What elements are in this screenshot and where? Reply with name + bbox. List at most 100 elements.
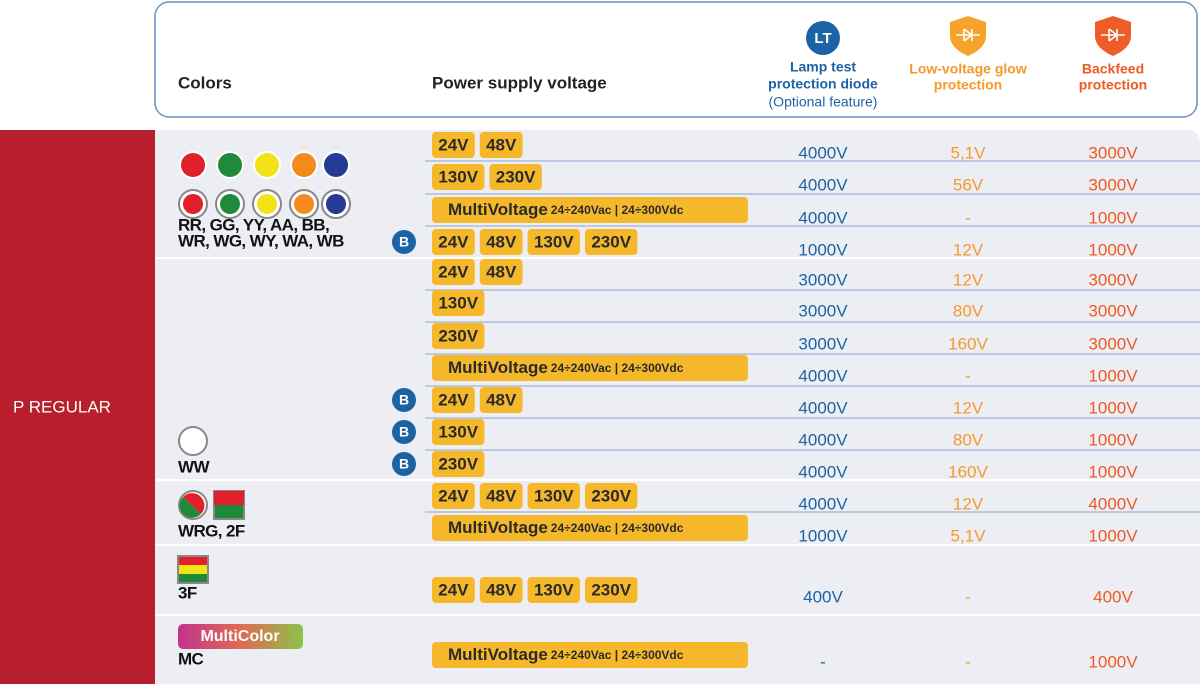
family-cell — [0, 130, 155, 684]
voltage-chip — [527, 483, 580, 509]
voltage-chip — [432, 483, 475, 509]
voltage-chip-text: 24V — [438, 135, 469, 154]
group-label: WW — [178, 457, 210, 476]
group-label: WR, WG, WY, WA, WB — [178, 231, 344, 250]
backfeed-value: 1000V — [1088, 366, 1138, 385]
glow-value: 80V — [953, 301, 984, 320]
voltage-chip — [432, 132, 475, 158]
voltage-chip — [432, 259, 475, 285]
voltage-chip — [527, 577, 580, 603]
backfeed-title: protection — [1079, 77, 1147, 93]
backfeed-value: 1000V — [1088, 462, 1138, 481]
voltage-header: Power supply voltage — [432, 73, 607, 92]
header-box — [154, 1, 1198, 118]
glow-value: 56V — [953, 175, 984, 194]
glow-value: - — [965, 366, 971, 385]
backfeed-value: 1000V — [1088, 430, 1138, 449]
glow-title: protection — [934, 77, 1002, 93]
voltage-chip — [432, 387, 475, 413]
voltage-chip-text: 24V — [438, 232, 469, 251]
voltage-chip — [432, 419, 485, 445]
multicolor-text: MultiColor — [200, 628, 279, 645]
lt-value: 4000V — [798, 494, 848, 513]
glow-value: - — [965, 587, 971, 606]
lt-value: 4000V — [798, 208, 848, 227]
voltage-chip-text: 48V — [486, 486, 517, 505]
voltage-chip-text: 24V — [438, 390, 469, 409]
glow-value: 5,1V — [951, 143, 987, 162]
backfeed-value: 3000V — [1088, 270, 1138, 289]
group-label: MC — [178, 649, 204, 668]
group-label: RR, GG, YY, AA, BB, — [178, 215, 329, 234]
voltage-chip-text: 230V — [438, 326, 478, 345]
voltage-chip-text: 48V — [486, 390, 517, 409]
badge — [392, 420, 416, 444]
lt-note: (Optional feature) — [769, 94, 878, 110]
backfeed-value: 4000V — [1088, 494, 1138, 513]
voltage-chip-text: 130V — [438, 167, 478, 186]
glow-value: 160V — [948, 462, 988, 481]
multivoltage-text: MultiVoltage 24÷240Vac | 24÷300Vdc — [448, 645, 684, 664]
backfeed-value: 1000V — [1088, 208, 1138, 227]
lt-value: 3000V — [798, 301, 848, 320]
voltage-chip — [432, 577, 475, 603]
multivoltage-text: MultiVoltage 24÷240Vac | 24÷300Vdc — [448, 200, 684, 219]
voltage-chip-text: 48V — [486, 135, 517, 154]
voltage-chip — [479, 259, 523, 285]
voltage-chip — [479, 387, 523, 413]
voltage-chip-text: 230V — [591, 580, 631, 599]
multivoltage-label: MultiVoltage — [448, 358, 548, 377]
glow-value: 12V — [953, 270, 984, 289]
voltage-chip-text: 48V — [486, 232, 517, 251]
backfeed-value: 3000V — [1088, 334, 1138, 353]
voltage-chip — [489, 164, 542, 190]
multivoltage-label: MultiVoltage — [448, 645, 548, 664]
multivoltage-label: MultiVoltage — [448, 200, 548, 219]
lt-value: 3000V — [798, 270, 848, 289]
badge — [392, 388, 416, 412]
lt-value: 3000V — [798, 334, 848, 353]
voltage-chip-text: 24V — [438, 580, 469, 599]
glow-value: 160V — [948, 334, 988, 353]
voltage-chip-text: 230V — [438, 454, 478, 473]
lt-value: 4000V — [798, 175, 848, 194]
lt-icon-text: LT — [814, 30, 831, 47]
lt-value: 4000V — [798, 366, 848, 385]
multivoltage-detail: 24÷240Vac | 24÷300Vdc — [551, 361, 684, 375]
glow-value: 5,1V — [951, 526, 987, 545]
multivoltage-label: MultiVoltage — [448, 518, 548, 537]
lt-title: protection diode — [768, 76, 878, 92]
backfeed-value: 1000V — [1088, 652, 1138, 671]
voltage-chip — [585, 577, 638, 603]
badge-text: B — [399, 234, 409, 250]
voltage-chip-text: 130V — [438, 422, 478, 441]
voltage-chip — [585, 229, 638, 255]
colors-header: Colors — [178, 73, 232, 92]
voltage-chip-text: 130V — [438, 293, 478, 312]
glow-value: 80V — [953, 430, 984, 449]
lt-value: 4000V — [798, 430, 848, 449]
lt-value: - — [820, 652, 826, 671]
lt-value: 1000V — [798, 240, 848, 259]
badge-text: B — [399, 424, 409, 440]
voltage-chip-text: 24V — [438, 486, 469, 505]
lt-title: Lamp test — [790, 59, 856, 75]
group-label: WRG, 2F — [178, 521, 245, 540]
badge — [392, 452, 416, 476]
voltage-chip-text: 230V — [591, 232, 631, 251]
backfeed-value: 3000V — [1088, 301, 1138, 320]
voltage-chip — [432, 323, 485, 349]
glow-value: 12V — [953, 398, 984, 417]
glow-value: - — [965, 208, 971, 227]
backfeed-value: 3000V — [1088, 175, 1138, 194]
voltage-chip — [479, 577, 523, 603]
glow-value: 12V — [953, 240, 984, 259]
multivoltage-chip — [432, 197, 748, 223]
backfeed-icon — [1095, 16, 1131, 56]
multivoltage-text: MultiVoltage 24÷240Vac | 24÷300Vdc — [448, 518, 684, 537]
voltage-chip-text: 230V — [591, 486, 631, 505]
voltage-chip-text: 48V — [486, 262, 517, 281]
multivoltage-chip — [432, 355, 748, 381]
